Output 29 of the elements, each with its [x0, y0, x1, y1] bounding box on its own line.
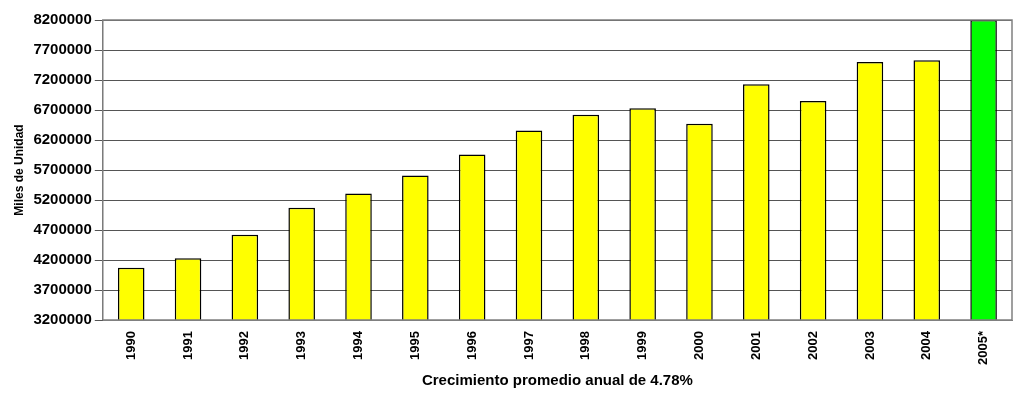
x-tick-label: 2003	[861, 331, 877, 360]
x-tick-label: 1997	[520, 331, 536, 360]
y-tick-label: 7200000	[33, 70, 92, 88]
x-tick-label: 2001	[747, 331, 763, 360]
x-tick-label: 2002	[804, 331, 820, 360]
y-tick-label: 4700000	[33, 220, 92, 238]
x-tick-label: 1999	[634, 331, 650, 360]
y-tick-label: 3700000	[33, 280, 92, 298]
y-axis-title: Miles de Unidad	[11, 124, 26, 216]
x-tick-label: 1990	[122, 331, 138, 360]
x-tick-label: 2000	[691, 331, 707, 360]
y-tick-label: 5200000	[33, 190, 92, 208]
y-tick-label: 7700000	[33, 40, 92, 58]
x-tick-label: 1992	[236, 331, 252, 360]
x-tick-label: 1993	[293, 331, 309, 360]
y-tick-label: 5700000	[33, 160, 92, 178]
x-axis-title: Crecimiento promedio anual de 4.78%	[421, 371, 693, 389]
x-tick-label: 1996	[463, 331, 479, 360]
x-tick-label: 1991	[179, 331, 195, 360]
x-tick-label: 2005*	[975, 330, 991, 366]
x-tick-label: 2004	[918, 330, 934, 360]
y-tick-label: 4200000	[33, 250, 92, 268]
y-tick-label: 6200000	[33, 130, 92, 148]
y-tick-label: 3200000	[33, 310, 92, 328]
x-tick-label: 1994	[350, 330, 366, 360]
y-tick-label: 8200000	[33, 10, 92, 28]
y-tick-label: 6700000	[33, 100, 92, 118]
x-tick-label: 1998	[577, 331, 593, 360]
x-tick-label: 1995	[406, 331, 422, 360]
